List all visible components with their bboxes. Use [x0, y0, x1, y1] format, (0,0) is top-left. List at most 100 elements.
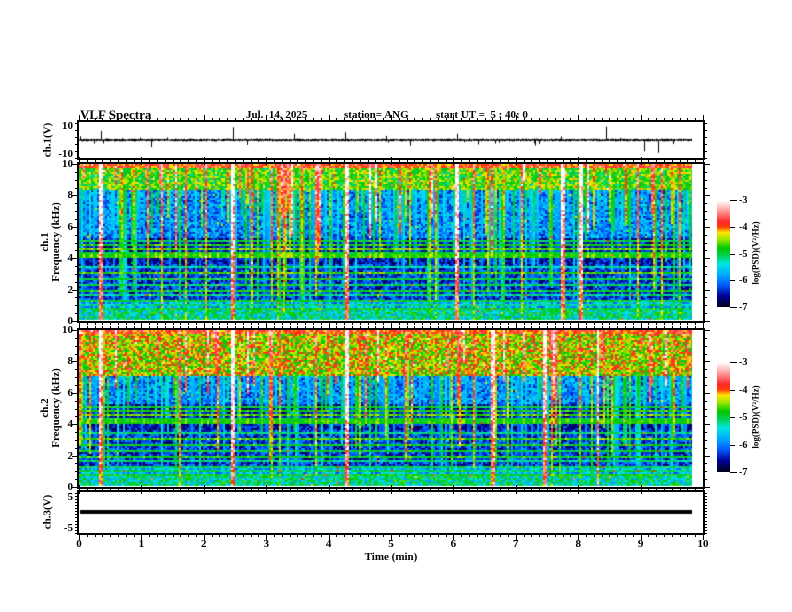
x-tick — [344, 326, 345, 328]
x-tick — [414, 118, 415, 120]
x-tick — [219, 326, 220, 328]
y-tick-label: 0 — [67, 315, 74, 327]
x-tick — [695, 118, 696, 120]
y-tick — [75, 432, 77, 433]
x-tick — [594, 160, 595, 162]
x-tick — [531, 118, 532, 120]
x-tick — [134, 323, 135, 325]
y-tick — [75, 346, 77, 347]
x-tick — [555, 535, 556, 537]
x-tick — [531, 535, 532, 537]
x-tick — [516, 489, 517, 494]
x-tick — [531, 489, 532, 491]
x-tick — [446, 118, 447, 120]
x-tick — [438, 535, 439, 537]
x-tick — [336, 488, 337, 490]
x-tick — [251, 326, 252, 328]
x-tick — [648, 535, 649, 537]
x-tick — [258, 323, 259, 325]
x-tick — [524, 489, 525, 491]
x-tick — [297, 118, 298, 120]
y-tick — [72, 164, 77, 165]
x-tick — [492, 535, 493, 537]
x-tick — [633, 160, 634, 162]
x-tick — [414, 488, 415, 490]
x-tick — [563, 488, 564, 490]
x-tick — [602, 488, 603, 490]
x-tick — [422, 323, 423, 325]
x-tick — [165, 535, 166, 537]
x-tick — [149, 326, 150, 328]
x-tick — [570, 535, 571, 537]
y-tick — [75, 440, 77, 441]
x-tick — [407, 535, 408, 537]
x-tick — [235, 326, 236, 328]
x-tick — [524, 326, 525, 328]
y-tick — [75, 219, 77, 220]
x-tick — [282, 488, 283, 490]
x-tick — [414, 160, 415, 162]
x-tick — [430, 326, 431, 328]
x-tick — [313, 535, 314, 537]
x-tick — [188, 488, 189, 490]
x-tick — [149, 535, 150, 537]
y-tick — [705, 487, 710, 488]
y-tick — [72, 195, 77, 196]
colorbar-tick-label: -7 — [739, 467, 748, 478]
x-tick — [648, 488, 649, 490]
y-tick — [72, 393, 77, 394]
x-tick — [102, 326, 103, 328]
y-tick — [75, 448, 77, 449]
y-tick-label: 10 — [62, 324, 73, 336]
x-tick — [672, 489, 673, 491]
x-tick — [118, 488, 119, 490]
x-tick — [695, 488, 696, 490]
x-tick — [118, 489, 119, 491]
x-tick — [110, 489, 111, 491]
x-tick — [539, 488, 540, 490]
x-tick — [118, 326, 119, 328]
y-tick — [705, 508, 707, 509]
x-tick — [407, 489, 408, 491]
x-tick — [375, 323, 376, 325]
x-tick — [344, 118, 345, 120]
x-tick — [329, 160, 330, 165]
x-tick — [87, 118, 88, 120]
x-tick — [313, 326, 314, 328]
y-tick — [75, 235, 77, 236]
x-tick — [313, 323, 314, 325]
x-tick — [446, 326, 447, 328]
x-tick — [102, 323, 103, 325]
x-tick — [274, 535, 275, 537]
x-tick — [251, 118, 252, 120]
x-tick — [274, 118, 275, 120]
x-tick — [477, 489, 478, 491]
y-tick — [705, 393, 710, 394]
y-tick — [75, 508, 77, 509]
y-tick — [705, 227, 710, 228]
y-tick — [705, 424, 710, 425]
x-tick — [547, 489, 548, 491]
x-tick — [290, 326, 291, 328]
x-tick — [391, 535, 392, 540]
x-tick — [602, 323, 603, 325]
y-tick — [75, 313, 77, 314]
y-tick-label: 4 — [67, 252, 74, 265]
x-tick — [173, 323, 174, 325]
x-tick — [391, 115, 392, 120]
x-tick — [165, 488, 166, 490]
x-tick — [266, 485, 267, 490]
colorbar-tick — [730, 280, 735, 281]
y-tick — [705, 456, 710, 457]
x-tick — [305, 489, 306, 491]
x-tick — [508, 160, 509, 162]
x-tick — [110, 326, 111, 328]
x-tick — [173, 488, 174, 490]
y-tick — [72, 330, 77, 331]
x-tick — [95, 535, 96, 537]
x-tick — [368, 323, 369, 325]
x-tick — [227, 323, 228, 325]
x-tick — [633, 118, 634, 120]
x-tick — [375, 326, 376, 328]
x-tick — [243, 489, 244, 491]
